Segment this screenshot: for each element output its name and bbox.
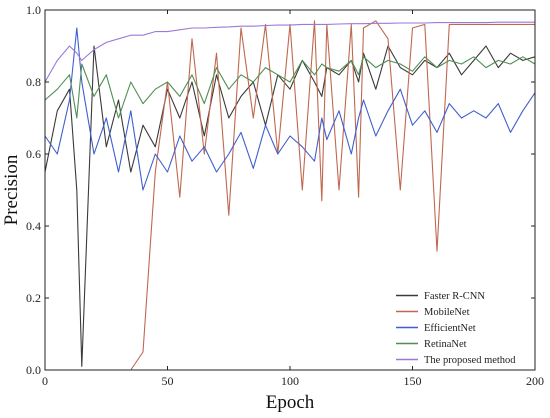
- x-tick-label: 150: [404, 374, 422, 388]
- y-tick-label: 1.0: [26, 3, 41, 17]
- y-axis-title: Precision: [1, 154, 22, 225]
- legend-label-3: RetinaNet: [424, 339, 467, 350]
- x-tick-label: 100: [281, 374, 299, 388]
- y-tick-label: 0.8: [26, 75, 41, 89]
- legend-label-1: MobileNet: [424, 307, 470, 318]
- legend-label-2: EfficientNet: [424, 323, 476, 334]
- y-tick-label: 0.2: [26, 291, 41, 305]
- legend-label-4: The proposed method: [424, 355, 516, 366]
- x-axis-title: Epoch: [266, 392, 315, 413]
- series-line-2: [44, 27, 536, 191]
- legend-label-0: Faster R-CNN: [424, 291, 485, 302]
- x-tick-label: 0: [42, 374, 48, 388]
- y-tick-label: 0.0: [26, 363, 41, 377]
- x-tick-label: 50: [162, 374, 174, 388]
- y-tick-label: 0.4: [26, 219, 41, 233]
- x-tick-label: 200: [526, 374, 544, 388]
- ticks-layer: 0 50 100 150 200 0.0 0.2 0.4 0.6 0.8 1.0: [26, 3, 544, 388]
- y-tick-label: 0.6: [26, 147, 41, 161]
- series-line-4: [44, 21, 535, 83]
- legend: Faster R-CNN MobileNet EfficientNet RetinaN…: [396, 291, 516, 366]
- series-line-3: [44, 56, 536, 119]
